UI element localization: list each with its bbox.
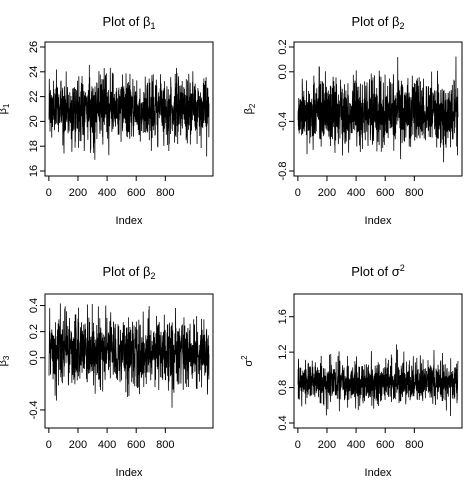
panel-title: Plot of β2 xyxy=(103,264,156,281)
panel-title: Plot of σ2 xyxy=(351,263,405,279)
plot-frame xyxy=(293,293,463,429)
trace-line xyxy=(297,56,459,163)
y-tick-label: 0.0 xyxy=(277,64,289,79)
x-tick-label: 0 xyxy=(46,187,52,199)
x-tick-label: 0 xyxy=(46,439,52,451)
x-tick-label: 600 xyxy=(376,187,394,199)
trace-line xyxy=(297,344,459,417)
x-axis-label: Index xyxy=(116,215,143,227)
x-tick-label: 400 xyxy=(98,187,116,199)
x-tick-label: 800 xyxy=(405,439,423,451)
y-tick-label: 20 xyxy=(28,115,40,127)
panel-title: Plot of β1 xyxy=(103,14,156,31)
x-tick-label: 600 xyxy=(376,439,394,451)
y-tick-label: -0.4 xyxy=(277,112,289,131)
trace-line xyxy=(48,303,210,408)
trace-panel-2: Plot of β2 0 200 400 600 800 -0.8 -0.4 0.0 0.2 Ind… xyxy=(243,14,463,227)
x-tick-label: 0 xyxy=(295,187,301,199)
trace-panel-3: Plot of β2 0 200 400 600 800 -0.4 0.0 0.2 0.4 Inde… xyxy=(0,264,214,479)
y-tick-label: 24 xyxy=(28,66,40,78)
x-tick-label: 400 xyxy=(347,439,365,451)
trace-panel-4: Plot of σ2 0 200 400 600 800 0.4 0.8 1.2 1.6 Index… xyxy=(240,263,463,479)
y-tick-label: 0.2 xyxy=(28,324,40,339)
trace-panel-1: Plot of β1 0 200 400 600 800 16 18 20 22 24 26 Index… xyxy=(0,14,214,227)
x-tick-label: 600 xyxy=(127,187,145,199)
y-tick-label: 0.0 xyxy=(28,350,40,365)
y-tick-label: 1.6 xyxy=(277,309,289,324)
y-tick-label: 0.4 xyxy=(277,415,289,430)
x-tick-label: 0 xyxy=(295,439,301,451)
x-axis-label: Index xyxy=(365,467,392,479)
trace-line xyxy=(48,64,210,160)
plot-frame xyxy=(44,41,214,177)
x-tick-label: 400 xyxy=(98,439,116,451)
panel-title: Plot of β2 xyxy=(352,14,405,31)
plot-frame xyxy=(44,293,214,429)
y-axis-label: β1 xyxy=(0,103,11,114)
x-tick-label: 800 xyxy=(156,187,174,199)
x-axis-label: Index xyxy=(116,467,143,479)
y-tick-label: 1.2 xyxy=(277,344,289,359)
x-axis-label: Index xyxy=(365,215,392,227)
x-tick-label: 200 xyxy=(69,187,87,199)
y-tick-label: 16 xyxy=(28,165,40,177)
y-tick-label: 0.4 xyxy=(28,298,40,313)
y-tick-label: 18 xyxy=(28,140,40,152)
x-tick-label: 200 xyxy=(318,439,336,451)
y-axis-label: β3 xyxy=(0,355,11,366)
plot-frame xyxy=(293,41,463,177)
y-tick-label: -0.4 xyxy=(28,400,40,419)
y-tick-label: 26 xyxy=(28,41,40,53)
y-axis-label: σ2 xyxy=(240,355,255,367)
y-tick-label: 0.8 xyxy=(277,380,289,395)
x-tick-label: 600 xyxy=(127,439,145,451)
y-tick-label: 0.2 xyxy=(277,39,289,54)
y-tick-label: -0.8 xyxy=(277,162,289,181)
x-tick-label: 200 xyxy=(69,439,87,451)
x-tick-label: 200 xyxy=(318,187,336,199)
x-tick-label: 400 xyxy=(347,187,365,199)
y-tick-label: 22 xyxy=(28,90,40,102)
x-tick-label: 800 xyxy=(156,439,174,451)
y-axis-label: β2 xyxy=(243,103,257,114)
x-tick-label: 800 xyxy=(405,187,423,199)
